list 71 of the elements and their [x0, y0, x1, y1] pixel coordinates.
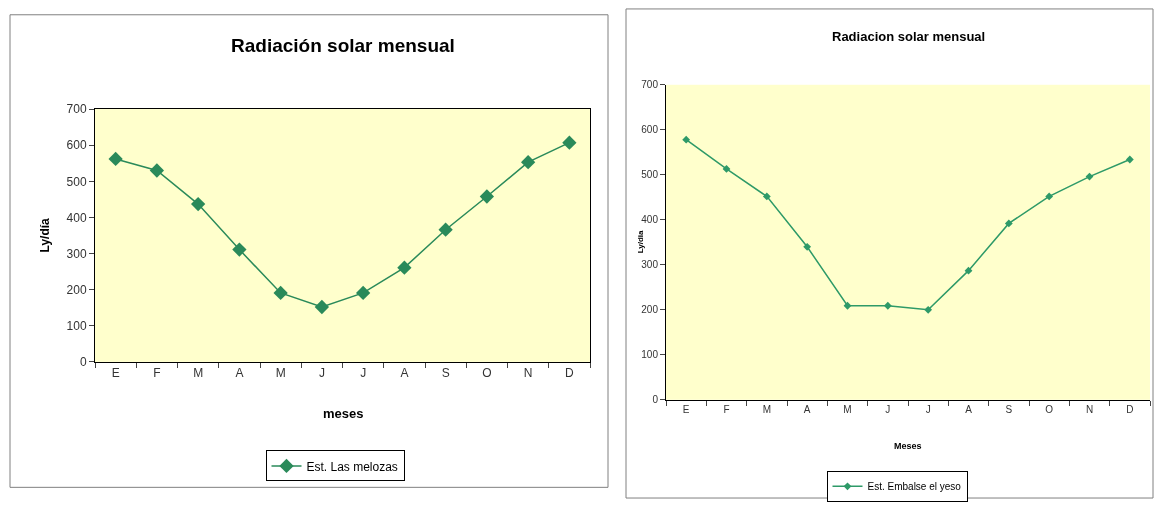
point: [803, 242, 812, 251]
x-tick-label: F: [153, 366, 161, 381]
y-tick-label: 700: [66, 102, 87, 117]
x-tick-label: J: [925, 403, 931, 415]
x-tick-label: A: [235, 366, 244, 381]
chart-title: Radiacion solar mensual: [832, 29, 986, 44]
x-tick-label: M: [275, 366, 286, 381]
y-tick-label: 500: [66, 174, 87, 189]
y-axis-title: Ly/dia: [635, 229, 645, 254]
y-tick-label: 300: [66, 246, 87, 261]
point: [232, 242, 247, 257]
point: [964, 266, 973, 275]
x-tick-label: M: [193, 366, 204, 381]
point: [682, 135, 691, 144]
y-tick-label: 600: [641, 124, 659, 136]
y-tick-label: 100: [66, 318, 87, 333]
x-axis-title: meses: [323, 406, 364, 421]
x-tick-label: F: [723, 403, 730, 415]
y-tick-label: 200: [66, 282, 87, 297]
y-tick-label: 100: [641, 349, 659, 361]
point: [355, 285, 371, 301]
point: [273, 285, 288, 301]
point: [108, 151, 123, 167]
x-tick-label: S: [441, 366, 450, 381]
point: [520, 155, 536, 170]
x-tick-label: E: [111, 366, 120, 381]
point: [149, 163, 165, 178]
point: [1045, 192, 1054, 201]
x-axis-title: Meses: [894, 441, 922, 451]
point: [722, 165, 731, 173]
y-axis-title: Ly/día: [37, 217, 52, 253]
x-tick-label: S: [1005, 403, 1013, 415]
y-tick-label: 0: [79, 355, 87, 370]
point: [397, 260, 412, 275]
x-tick-label: J: [885, 403, 891, 415]
legend-label: Est. Embalse el yeso: [867, 481, 962, 493]
point: [1004, 219, 1013, 228]
point: [883, 301, 892, 310]
y-tick-label: 300: [641, 259, 659, 271]
point: [438, 222, 453, 237]
y-tick-label: 400: [641, 214, 659, 226]
chart-title: Radiación solar mensual: [231, 35, 455, 56]
point: [314, 299, 330, 315]
y-tick-label: 200: [641, 304, 659, 316]
point: [1125, 155, 1134, 164]
point: [190, 196, 206, 212]
x-tick-label: D: [1126, 403, 1134, 415]
x-tick-label: N: [1085, 403, 1094, 415]
point: [843, 301, 852, 310]
x-tick-label: O: [482, 366, 492, 381]
x-tick-label: E: [682, 403, 690, 415]
y-tick-label: 600: [66, 138, 87, 153]
x-tick-label: M: [843, 403, 852, 415]
x-tick-label: A: [400, 366, 409, 381]
point: [479, 189, 495, 204]
y-tick-label: 500: [641, 169, 659, 181]
x-tick-label: D: [565, 366, 575, 381]
x-tick-label: A: [803, 403, 811, 415]
x-tick-label: N: [523, 366, 533, 381]
point: [562, 135, 577, 150]
x-tick-label: A: [965, 403, 973, 415]
x-tick-label: O: [1045, 403, 1054, 415]
y-tick-label: 400: [66, 210, 87, 225]
y-tick-label: 0: [652, 394, 659, 406]
legend-label: Est. Las melozas: [306, 459, 398, 474]
x-tick-label: J: [360, 366, 367, 381]
point: [762, 192, 771, 201]
x-tick-label: M: [762, 403, 771, 415]
x-tick-label: J: [318, 366, 325, 381]
point: [924, 305, 933, 314]
y-tick-label: 700: [641, 79, 659, 91]
